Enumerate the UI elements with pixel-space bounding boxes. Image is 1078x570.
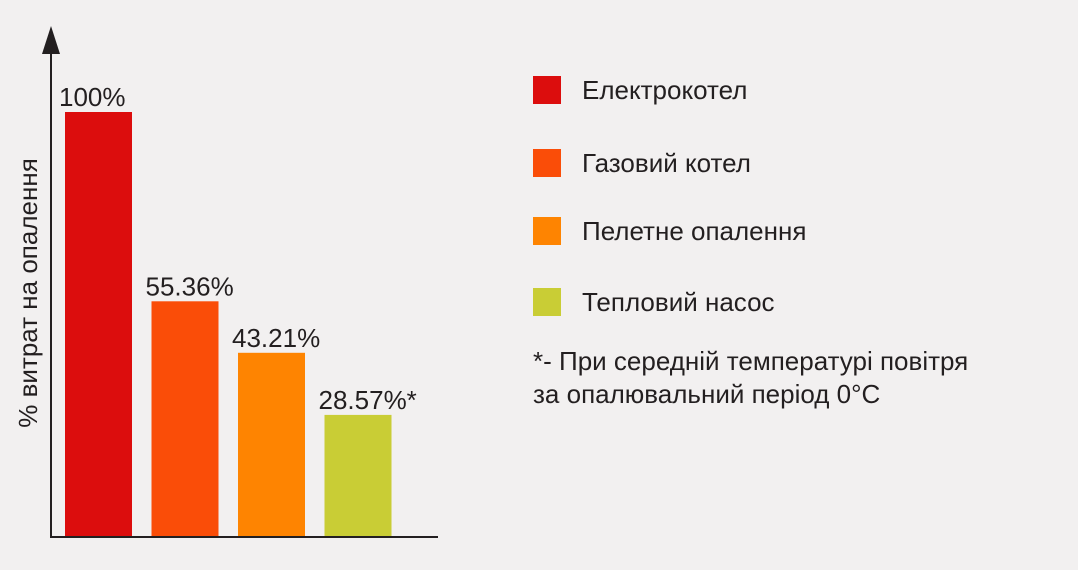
legend-swatch — [533, 288, 561, 316]
legend-label: Пелетне опалення — [582, 215, 807, 246]
legend-item-heat-pump: Тепловий насос — [533, 287, 775, 317]
y-axis-arrow — [42, 26, 60, 54]
legend-swatch — [533, 217, 561, 245]
y-axis-label: % витрат на опалення — [13, 158, 43, 428]
data-labels-group: 100% 55.36% 43.21% 28.57%* — [59, 82, 417, 415]
legend-label: Газовий котел — [582, 147, 751, 178]
legend-swatch — [533, 76, 561, 104]
bar-pellet-heating — [238, 352, 305, 536]
legend-item-pellet-heating: Пелетне опалення — [533, 216, 806, 246]
footnote: *- При середній температурі повітря за о… — [533, 345, 968, 411]
legend-swatch — [533, 149, 561, 177]
bar-gas-boiler — [151, 301, 219, 536]
bars-group — [65, 112, 392, 536]
bar-heat-pump — [324, 414, 392, 536]
bar-value-label: 43.21% — [232, 323, 320, 353]
bar-value-label: 100% — [59, 82, 126, 112]
bar-chart: % витрат на опалення 100% 55.36% 43.21% 28.… — [13, 26, 438, 538]
legend-label: Тепловий насос — [582, 286, 775, 317]
bar-value-label: 55.36% — [146, 271, 234, 301]
legend-label: Електрокотел — [582, 74, 748, 105]
bar-value-label: 28.57%* — [319, 385, 417, 415]
legend: Електрокотел Газовий котел Пелетне опале… — [533, 0, 1073, 570]
legend-item-gas-boiler: Газовий котел — [533, 148, 751, 178]
legend-item-electric-boiler: Електрокотел — [533, 75, 747, 105]
bar-electric-boiler — [65, 112, 132, 536]
footnote-line-2: за опалювальний період 0°C — [533, 379, 881, 409]
footnote-line-1: *- При середній температурі повітря — [533, 346, 969, 376]
